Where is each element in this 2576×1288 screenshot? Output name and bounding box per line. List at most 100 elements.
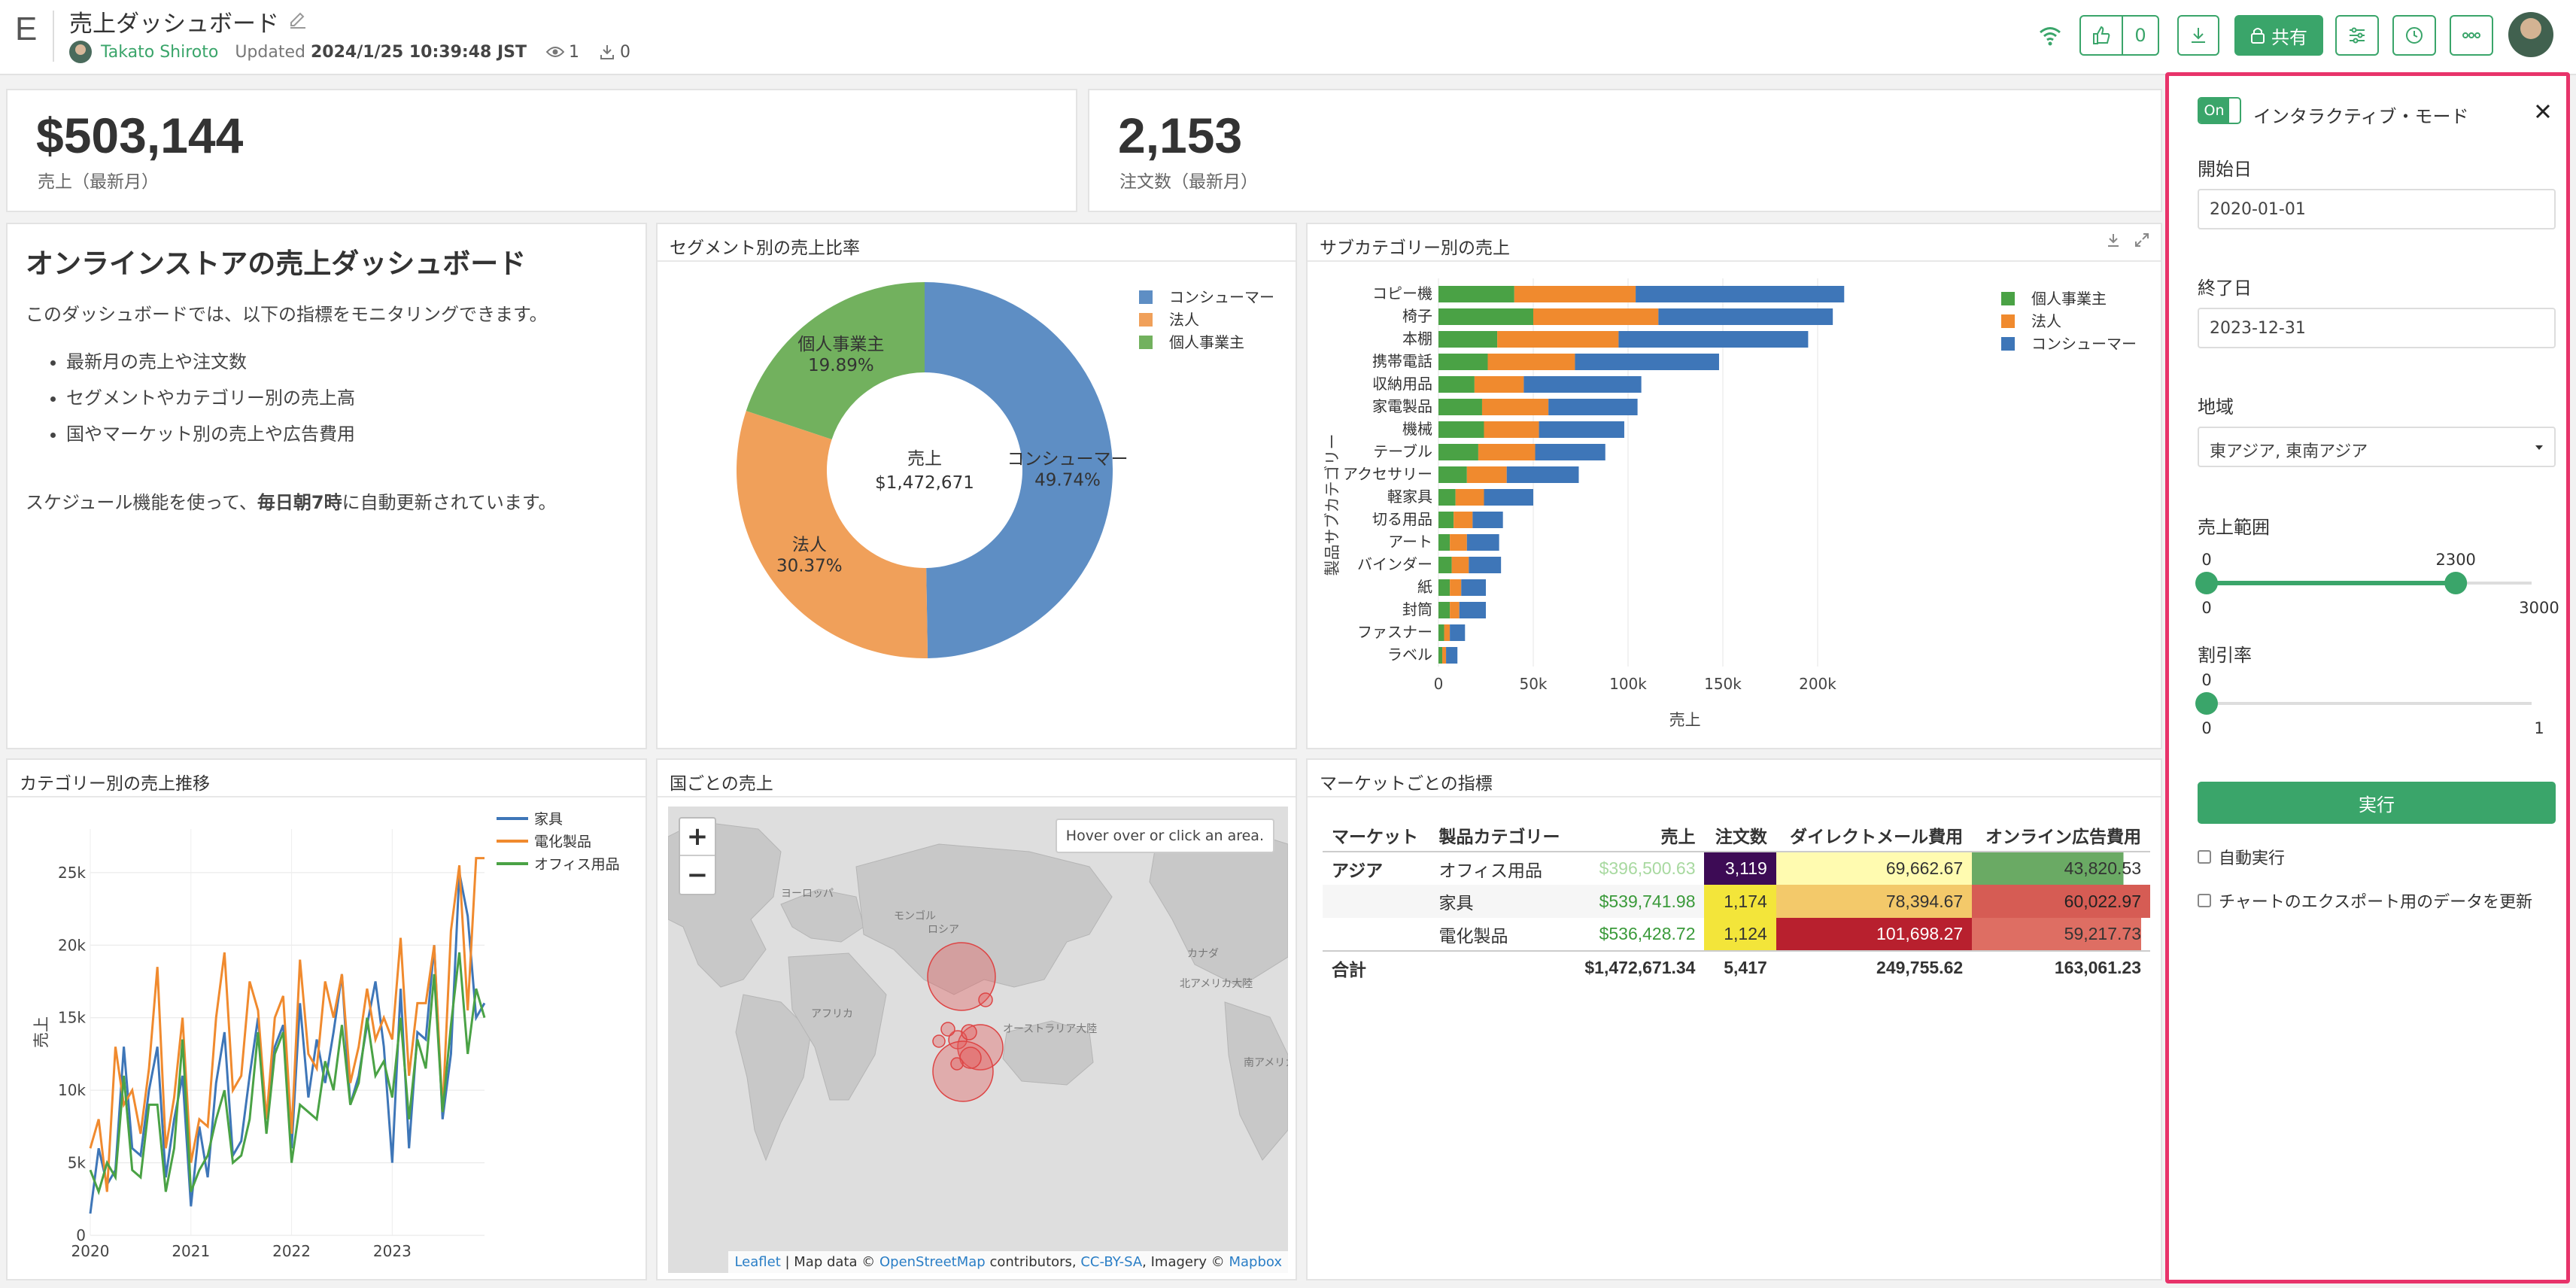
bar-segment[interactable] bbox=[1575, 354, 1719, 370]
zoom-out-button[interactable]: − bbox=[686, 860, 709, 890]
bar-segment[interactable] bbox=[1438, 534, 1451, 551]
bar-segment[interactable] bbox=[1446, 647, 1458, 664]
bar-segment[interactable] bbox=[1497, 331, 1619, 348]
bar-segment[interactable] bbox=[1442, 647, 1447, 664]
mapbox-link[interactable]: Mapbox bbox=[1229, 1254, 1282, 1270]
export-refresh-checkbox[interactable]: チャートのエクスポート用のデータを更新 bbox=[2198, 889, 2532, 913]
bar-segment[interactable] bbox=[1438, 376, 1475, 393]
bar-segment[interactable] bbox=[1533, 308, 1659, 325]
column-header[interactable]: 注文数 bbox=[1704, 819, 1776, 852]
sales-bubble[interactable] bbox=[978, 992, 993, 1007]
donut-slice[interactable] bbox=[737, 411, 928, 658]
expand-icon[interactable] bbox=[2134, 232, 2150, 248]
run-button[interactable]: 実行 bbox=[2198, 782, 2556, 824]
bar-segment[interactable] bbox=[1461, 579, 1486, 596]
schedule-button[interactable] bbox=[2392, 15, 2436, 56]
share-button[interactable]: 共有 bbox=[2234, 15, 2323, 56]
sales-bubble[interactable] bbox=[950, 1057, 964, 1071]
edit-icon[interactable] bbox=[287, 9, 308, 30]
bar-segment[interactable] bbox=[1658, 308, 1833, 325]
download-icon[interactable] bbox=[2105, 232, 2122, 248]
auto-run-checkbox[interactable]: 自動実行 bbox=[2198, 845, 2285, 869]
bar-segment[interactable] bbox=[1514, 286, 1636, 302]
bar-segment[interactable] bbox=[1438, 557, 1452, 573]
bar-segment[interactable] bbox=[1474, 376, 1524, 393]
bar-segment[interactable] bbox=[1438, 308, 1533, 325]
column-header[interactable]: 製品カテゴリー bbox=[1429, 819, 1573, 852]
sales-range-slider[interactable]: 0 2300 0 3000 bbox=[2192, 545, 2560, 621]
bar-segment[interactable] bbox=[1455, 489, 1484, 506]
checkbox-box[interactable] bbox=[2198, 894, 2211, 907]
bar-segment[interactable] bbox=[1450, 534, 1467, 551]
bar-segment[interactable] bbox=[1438, 489, 1456, 506]
end-date-input[interactable]: 2023-12-31 bbox=[2198, 308, 2556, 348]
bar-segment[interactable] bbox=[1506, 466, 1579, 483]
bar-segment[interactable] bbox=[1438, 579, 1451, 596]
bar-segment[interactable] bbox=[1450, 579, 1462, 596]
bar-segment[interactable] bbox=[1438, 354, 1488, 370]
donut-slice[interactable] bbox=[925, 282, 1113, 658]
bar-segment[interactable] bbox=[1438, 444, 1478, 460]
interactive-mode-toggle[interactable]: On bbox=[2198, 97, 2241, 124]
bar-segment[interactable] bbox=[1484, 421, 1539, 438]
bar-segment[interactable] bbox=[1539, 421, 1624, 438]
app-logo[interactable]: E bbox=[15, 11, 38, 47]
series-line[interactable] bbox=[89, 857, 485, 1192]
series-line[interactable] bbox=[89, 952, 486, 1195]
sales-bubble[interactable] bbox=[932, 1040, 994, 1102]
donut-slice[interactable] bbox=[746, 282, 925, 439]
bar-segment[interactable] bbox=[1438, 331, 1498, 348]
bar-segment[interactable] bbox=[1487, 354, 1575, 370]
zoom-in-button[interactable]: + bbox=[680, 819, 715, 856]
download-button[interactable] bbox=[2177, 15, 2219, 56]
bar-segment[interactable] bbox=[1472, 512, 1503, 528]
bar-segment[interactable] bbox=[1438, 512, 1454, 528]
slider-handle[interactable] bbox=[2195, 692, 2218, 715]
bar-segment[interactable] bbox=[1438, 421, 1484, 438]
bar-segment[interactable] bbox=[1438, 286, 1514, 302]
bar-segment[interactable] bbox=[1459, 602, 1486, 618]
bar-segment[interactable] bbox=[1523, 376, 1642, 393]
country-map[interactable]: ロシア カナダ 北アメリカ大陸 南アメリカ大陸 アフリカ オーストラリア大陸 ヨ… bbox=[668, 807, 1288, 1273]
slider-handle-high[interactable] bbox=[2444, 572, 2468, 594]
bar-segment[interactable] bbox=[1481, 399, 1549, 415]
bar-segment[interactable] bbox=[1548, 399, 1638, 415]
bar-segment[interactable] bbox=[1451, 557, 1469, 573]
bar-segment[interactable] bbox=[1450, 602, 1460, 618]
column-header[interactable]: オンライン広告費用 bbox=[1972, 819, 2150, 852]
bar-segment[interactable] bbox=[1535, 444, 1605, 460]
column-header[interactable]: ダイレクトメール費用 bbox=[1776, 819, 1973, 852]
close-icon[interactable] bbox=[2535, 103, 2551, 120]
osm-link[interactable]: OpenStreetMap bbox=[879, 1254, 986, 1270]
bar-segment[interactable] bbox=[1618, 331, 1809, 348]
column-header[interactable]: マーケット bbox=[1323, 819, 1430, 852]
sales-bubble[interactable] bbox=[927, 942, 996, 1011]
region-select[interactable]: 東アジア, 東南アジア bbox=[2198, 427, 2556, 467]
bar-segment[interactable] bbox=[1438, 624, 1444, 641]
bar-segment[interactable] bbox=[1636, 286, 1845, 302]
author-link[interactable]: Takato Shiroto bbox=[101, 42, 219, 62]
bar-segment[interactable] bbox=[1466, 466, 1507, 483]
ccbysa-link[interactable]: CC-BY-SA bbox=[1080, 1254, 1143, 1270]
settings-button[interactable] bbox=[2335, 15, 2379, 56]
bar-segment[interactable] bbox=[1454, 512, 1473, 528]
sales-bubble[interactable] bbox=[932, 1034, 946, 1048]
leaflet-link[interactable]: Leaflet bbox=[734, 1254, 781, 1270]
sales-bubble[interactable] bbox=[940, 1022, 955, 1037]
bar-segment[interactable] bbox=[1450, 624, 1466, 641]
checkbox-box[interactable] bbox=[2198, 850, 2211, 864]
bar-segment[interactable] bbox=[1438, 399, 1482, 415]
slider-handle-low[interactable] bbox=[2195, 572, 2218, 594]
bar-segment[interactable] bbox=[1478, 444, 1536, 460]
bar-segment[interactable] bbox=[1469, 557, 1502, 573]
sales-bubble[interactable] bbox=[961, 1024, 977, 1040]
bar-segment[interactable] bbox=[1438, 466, 1467, 483]
bar-segment[interactable] bbox=[1444, 624, 1451, 641]
like-button[interactable] bbox=[2079, 15, 2123, 56]
bar-segment[interactable] bbox=[1466, 534, 1499, 551]
column-header[interactable]: 売上 bbox=[1572, 819, 1705, 852]
bar-segment[interactable] bbox=[1438, 647, 1443, 664]
bar-segment[interactable] bbox=[1484, 489, 1533, 506]
start-date-input[interactable]: 2020-01-01 bbox=[2198, 189, 2556, 229]
more-button[interactable] bbox=[2450, 15, 2493, 56]
